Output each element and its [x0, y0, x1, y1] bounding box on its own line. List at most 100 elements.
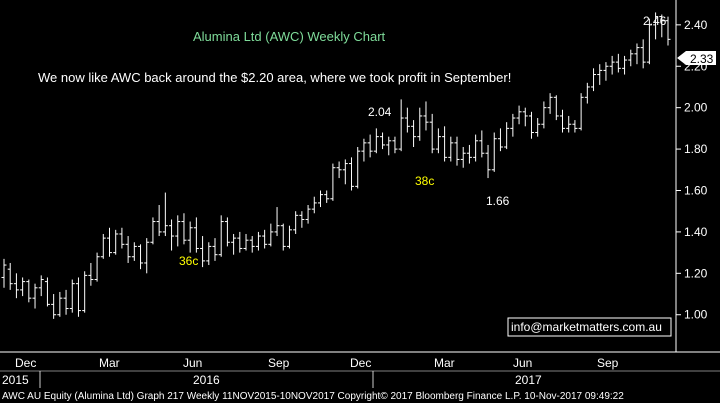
ohlc-bar — [212, 238, 218, 261]
chart-commentary: We now like AWC back around the $2.20 ar… — [38, 70, 511, 85]
ohlc-bar — [541, 101, 547, 129]
footer-text: AWC AU Equity (Alumina Ltd) Graph 217 We… — [2, 391, 624, 402]
ohlc-bar — [417, 107, 423, 141]
ohlc-bar — [32, 283, 38, 309]
ohlc-bar — [26, 279, 32, 303]
ohlc-bar — [454, 136, 460, 166]
y-tick-label: 1.00 — [684, 308, 708, 322]
annotation-peak: 2.04 — [368, 105, 392, 119]
ohlc-bar — [268, 223, 274, 247]
y-tick-label: 1.80 — [684, 142, 708, 156]
x-year-label: 2016 — [193, 373, 220, 387]
ohlc-bar — [392, 136, 398, 154]
ohlc-bar — [119, 227, 125, 249]
ohlc-bar — [1, 258, 7, 288]
x-month-label: Dec — [350, 356, 371, 370]
annotation-decline: 38c — [415, 174, 434, 188]
ohlc-bar — [187, 221, 193, 253]
ohlc-bar — [634, 43, 640, 65]
ohlc-bar — [88, 262, 94, 286]
ohlc-bar — [305, 204, 311, 224]
x-month-label: Mar — [99, 356, 120, 370]
ohlc-bar — [578, 93, 584, 131]
ohlc-bar — [224, 217, 230, 247]
ohlc-bar — [435, 128, 441, 154]
ohlc-bar — [460, 147, 466, 168]
email-box-border — [507, 317, 672, 337]
ohlc-bar — [528, 111, 534, 139]
x-year-label: 2017 — [515, 373, 542, 387]
ohlc-bar — [659, 14, 665, 38]
ohlc-bar — [560, 109, 566, 133]
ohlc-bar — [361, 138, 367, 162]
ohlc-bar — [131, 242, 137, 261]
ohlc-bar — [398, 99, 404, 152]
ohlc-bar — [429, 113, 435, 154]
ohlc-bar — [162, 192, 168, 237]
ohlc-bar — [69, 279, 75, 313]
ohlc-bar — [665, 16, 671, 46]
ohlc-bar — [44, 277, 50, 307]
ohlc-bar — [597, 64, 603, 85]
ohlc-bar — [404, 107, 410, 133]
ohlc-bar — [218, 215, 224, 257]
ohlc-bar — [138, 244, 144, 270]
annotation-low: 1.66 — [486, 194, 510, 208]
ohlc-bar — [262, 229, 268, 249]
annotation-range: 36c — [179, 254, 198, 268]
annotations: 2.46 2.04 38c 1.66 36c — [179, 14, 667, 268]
ohlc-bar — [299, 211, 305, 228]
ohlc-bar — [200, 236, 206, 268]
ohlc-bar — [206, 242, 212, 266]
ohlc-bar — [106, 227, 112, 257]
ohlc-bar — [628, 49, 634, 67]
ohlc-bar — [13, 273, 19, 299]
y-tick-label: 1.40 — [684, 225, 708, 239]
ohlc-bar — [591, 68, 597, 92]
y-tick-label: 1.20 — [684, 266, 708, 280]
ohlc-bar — [7, 262, 13, 290]
ohlc-bar — [448, 136, 454, 162]
ohlc-bar — [411, 120, 417, 148]
ohlc-bar — [317, 190, 323, 208]
ohlc-bar — [522, 107, 528, 127]
last-price-tag: 2.33 — [677, 51, 716, 66]
ohlc-bar — [51, 294, 57, 319]
email-text: info@marketmatters.com.au — [511, 320, 662, 334]
ohlc-bar — [255, 231, 261, 251]
ohlc-bar — [349, 157, 355, 191]
ohlc-bar — [280, 223, 286, 251]
ohlc-bar — [193, 217, 199, 253]
ohlc-bar — [491, 132, 497, 172]
ohlc-bar — [231, 233, 237, 255]
ohlc-bar — [367, 134, 373, 158]
ohlc-bar — [82, 271, 88, 313]
ohlc-bar — [423, 101, 429, 131]
ohlc-bar — [516, 105, 522, 125]
y-tick-label: 2.40 — [684, 18, 708, 32]
ohlc-bar — [566, 115, 572, 133]
chart-title: Alumina Ltd (AWC) Weekly Chart — [193, 29, 386, 44]
y-axis: 1.001.201.401.601.802.002.202.40 2.33 — [675, 0, 716, 352]
x-year-label: 2015 — [2, 373, 29, 387]
y-tick-label: 1.60 — [684, 183, 708, 197]
ohlc-bar — [311, 196, 317, 214]
x-month-label: Jun — [513, 356, 532, 370]
y-tick-label: 2.00 — [684, 101, 708, 115]
last-price-label: 2.33 — [690, 52, 714, 66]
ohlc-bar — [293, 211, 299, 234]
ohlc-bar — [324, 190, 330, 203]
ohlc-bar — [274, 207, 280, 237]
ohlc-bar — [442, 126, 448, 162]
ohlc-bar — [572, 120, 578, 133]
email-box: info@marketmatters.com.au — [507, 317, 672, 337]
ohlc-bar — [653, 12, 659, 40]
ohlc-bar — [584, 82, 590, 104]
last-price-marker — [677, 51, 716, 65]
x-month-label: Mar — [434, 356, 455, 370]
ohlc-bar — [466, 144, 472, 164]
ohlc-bar — [57, 291, 63, 317]
price-bars — [1, 12, 671, 319]
ohlc-bar — [609, 55, 615, 75]
